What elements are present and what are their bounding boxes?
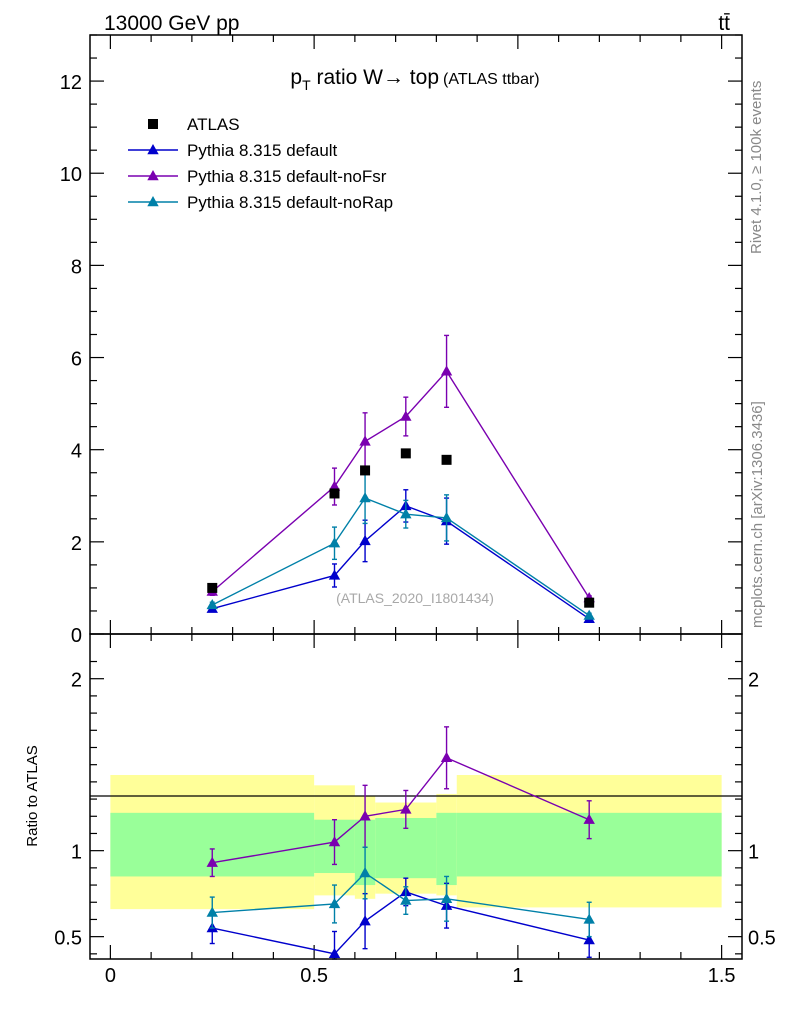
- ratio-series-line: [212, 891, 590, 955]
- series-line: [211, 497, 590, 617]
- legend-marker: [147, 144, 159, 155]
- ratio-data-point: [583, 934, 595, 945]
- legend-label: Pythia 8.315 default-noFsr: [187, 167, 387, 186]
- ratio-y-tick-label: 0.5: [54, 928, 82, 950]
- title-tag: (ATLAS ttbar): [443, 71, 540, 88]
- ratio-data-point: [206, 906, 218, 917]
- main-plot-panel: 0 2 4 6 8 10 12 (ATLAS_2020_I1801434) pT ratio…: [60, 34, 743, 647]
- ratio-data-point: [328, 947, 341, 959]
- x-tick-label: 0.5: [300, 965, 328, 987]
- data-point: [400, 508, 412, 519]
- ratio-data-point: [359, 915, 371, 926]
- ratio-series-line: [212, 756, 590, 864]
- ratio-y-axis-label: Ratio to ATLAS: [24, 745, 41, 846]
- atlas-data-point: [400, 448, 411, 459]
- title-subscript: T: [302, 77, 311, 93]
- x-tick-label: 1.5: [708, 965, 736, 987]
- ratio-data-point: [583, 813, 595, 824]
- analysis-watermark: (ATLAS_2020_I1801434): [336, 590, 494, 606]
- ratio-data-point: [206, 856, 218, 867]
- atlas-data-point: [329, 488, 340, 499]
- y-tick-label: 4: [71, 441, 82, 463]
- data-point: [328, 537, 341, 548]
- legend-label: Pythia 8.315 default: [187, 141, 338, 160]
- x-tick-label: 1: [512, 965, 523, 987]
- data-point: [400, 410, 412, 421]
- ratio-y-tick-label-right: 1: [748, 842, 759, 864]
- ratio-data-point: [400, 803, 412, 814]
- data-point: [328, 480, 341, 491]
- plot-title: pT ratio W→ top (ATLAS ttbar): [290, 66, 539, 93]
- ratio-y-tick-label: 2: [71, 670, 82, 692]
- legend-marker: [148, 119, 158, 129]
- y-tick-label: 2: [71, 533, 82, 555]
- atlas-data-point: [584, 597, 595, 608]
- ratio-data-point: [440, 751, 453, 763]
- ratio-data-point: [328, 836, 341, 847]
- legend-marker: [147, 170, 159, 181]
- data-point: [440, 511, 453, 523]
- legend: ATLAS Pythia 8.315 default Pythia 8.315 de…: [128, 115, 393, 212]
- atlas-data-point: [441, 454, 452, 465]
- ratio-y-tick-label: 1: [71, 842, 82, 864]
- ratio-data-point: [400, 894, 412, 905]
- x-tick-label: 0: [105, 965, 116, 987]
- ratio-data-point: [359, 867, 371, 878]
- legend-label: Pythia 8.315 default-noRap: [187, 193, 393, 212]
- ratio-y-tick-label-right: 2: [748, 670, 759, 692]
- data-point: [206, 598, 218, 610]
- energy-label: 13000 GeV pp: [104, 12, 239, 35]
- legend-label: ATLAS: [187, 115, 240, 134]
- y-tick-label: 10: [60, 164, 82, 186]
- series-line: [211, 370, 590, 599]
- ratio-y-tick-label-right: 0.5: [748, 928, 776, 950]
- ratio-data-point: [440, 892, 453, 904]
- data-point: [359, 534, 371, 546]
- y-tick-label: 8: [71, 256, 82, 278]
- y-tick-label: 6: [71, 349, 82, 371]
- rivet-label: Rivet 4.1.0, ≥ 100k events: [748, 81, 765, 254]
- ratio-plot-panel: 0.5 0.5 1 1 2 2 0 0.5 1 1.5 Ratio to ATLAS: [24, 633, 776, 987]
- ratio-plot-frame: [89, 633, 743, 960]
- data-point: [328, 569, 341, 580]
- atlas-data-point: [360, 465, 371, 476]
- atlas-data-point: [207, 582, 218, 593]
- mcplots-label: mcplots.cern.ch [arXiv:1306.3436]: [749, 401, 766, 628]
- data-point: [440, 365, 453, 376]
- y-tick-label: 0: [71, 625, 82, 647]
- ratio-data-point: [583, 913, 595, 924]
- series-line: [212, 505, 590, 620]
- legend-marker: [147, 196, 159, 207]
- y-tick-label: 12: [60, 72, 82, 94]
- ratio-series-line: [212, 872, 590, 921]
- process-label: tt̄: [718, 12, 730, 35]
- data-point: [359, 492, 371, 503]
- data-point: [359, 435, 371, 446]
- title-text: ratio W→ top: [311, 66, 439, 89]
- title-p: p: [290, 66, 302, 89]
- ratio-data-point: [359, 810, 371, 821]
- data-point: [583, 609, 595, 620]
- uncertainty-band-green: [436, 812, 457, 886]
- ratio-data-point: [328, 897, 341, 909]
